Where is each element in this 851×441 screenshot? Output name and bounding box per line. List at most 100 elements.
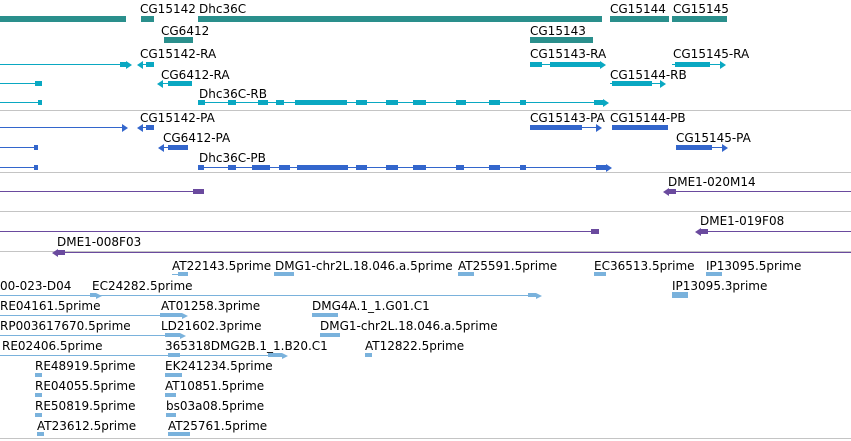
feature-line <box>0 64 126 65</box>
est-label[interactable]: 365318DMG2B.1_1.B20.C1 <box>165 339 328 353</box>
feature-exon <box>168 145 188 150</box>
protein-label[interactable]: CG15144-PB <box>610 111 686 125</box>
est-label[interactable]: IP13095.5prime <box>706 259 802 273</box>
feature-exon <box>228 165 236 170</box>
feature-exon <box>35 393 42 397</box>
est-label[interactable]: IP13095.3prime <box>672 279 768 293</box>
feature-exon <box>668 189 676 194</box>
feature-exon <box>456 165 464 170</box>
strand-arrow <box>720 61 726 69</box>
protein-label[interactable]: Dhc36C-PB <box>199 151 266 165</box>
feature-exon <box>193 189 204 194</box>
gene-label[interactable]: CG15143 <box>530 24 586 38</box>
feature-exon <box>168 81 192 86</box>
feature-exon <box>120 62 126 67</box>
est-label[interactable]: AT25761.5prime <box>168 419 268 433</box>
feature-exon <box>672 16 727 22</box>
transcript-label[interactable]: CG15144-RB <box>610 68 687 82</box>
feature-exon <box>38 100 42 105</box>
strand-arrow <box>536 293 542 299</box>
transcript-label[interactable]: CG15143-RA <box>530 47 607 61</box>
bac-label[interactable]: DME1-019F08 <box>700 214 785 228</box>
feature-exon <box>356 100 367 105</box>
feature-exon <box>676 145 712 150</box>
feature-exon <box>365 353 372 357</box>
feature-exon <box>34 145 38 150</box>
feature-line <box>0 355 282 356</box>
est-label[interactable]: 00-023-D04 <box>0 279 72 293</box>
track-divider <box>0 251 851 252</box>
transcript-label[interactable]: Dhc36C-RB <box>199 87 267 101</box>
est-label[interactable]: EC36513.5prime <box>594 259 695 273</box>
feature-exon <box>274 272 294 276</box>
feature-exon <box>268 353 282 357</box>
feature-exon <box>198 16 602 22</box>
protein-label[interactable]: CG15143-PA <box>530 111 605 125</box>
gene-label[interactable]: CG15145 <box>673 2 729 16</box>
strand-arrow <box>182 313 188 319</box>
est-label[interactable]: EC24282.5prime <box>92 279 193 293</box>
feature-line <box>0 191 204 192</box>
est-label[interactable]: DMG1-chr2L.18.046.a.5prime <box>320 319 498 333</box>
est-label[interactable]: EK241234.5prime <box>165 359 273 373</box>
est-label[interactable]: AT23612.5prime <box>37 419 137 433</box>
gene-label[interactable]: Dhc36C <box>199 2 247 16</box>
strand-arrow <box>282 353 288 359</box>
feature-exon <box>413 165 426 170</box>
feature-exon <box>295 100 347 105</box>
protein-label[interactable]: CG15145-PA <box>676 131 751 145</box>
est-label[interactable]: DMG4A.1_1.G01.C1 <box>312 299 430 313</box>
feature-exon <box>458 272 474 276</box>
feature-line <box>0 167 38 168</box>
est-label[interactable]: AT22143.5prime <box>172 259 272 273</box>
est-label[interactable]: RE04161.5prime <box>0 299 101 313</box>
est-label[interactable]: AT10851.5prime <box>165 379 265 393</box>
feature-exon <box>672 292 688 298</box>
strand-arrow <box>137 61 143 69</box>
feature-exon <box>320 333 340 337</box>
feature-exon <box>168 353 180 357</box>
est-label[interactable]: LD21602.3prime <box>161 319 262 333</box>
feature-exon <box>198 165 204 170</box>
est-label[interactable]: bs03a08.5prime <box>166 399 265 413</box>
protein-label[interactable]: CG6412-PA <box>163 131 231 145</box>
est-label[interactable]: RE50819.5prime <box>35 399 136 413</box>
transcript-label[interactable]: CG6412-RA <box>161 68 230 82</box>
bac-label[interactable]: DME1-020M14 <box>668 175 756 189</box>
strand-arrow <box>606 164 612 172</box>
protein-label[interactable]: CG15142-PA <box>140 111 215 125</box>
est-label[interactable]: AT12822.5prime <box>365 339 465 353</box>
feature-exon <box>610 16 669 22</box>
gene-label[interactable]: CG15142 <box>140 2 196 16</box>
strand-arrow <box>596 124 602 132</box>
transcript-label[interactable]: CG15142-RA <box>140 47 217 61</box>
est-label[interactable]: RP003617670.5prime <box>0 319 131 333</box>
feature-exon <box>165 373 182 377</box>
feature-exon <box>489 100 500 105</box>
feature-exon <box>489 165 500 170</box>
gene-label[interactable]: CG6412 <box>161 24 210 38</box>
feature-exon <box>252 165 270 170</box>
est-label[interactable]: RE04055.5prime <box>35 379 136 393</box>
est-label[interactable]: RE48919.5prime <box>35 359 136 373</box>
feature-line <box>0 147 38 148</box>
est-label[interactable]: AT01258.3prime <box>161 299 261 313</box>
feature-exon <box>34 165 38 170</box>
feature-exon <box>530 37 593 43</box>
feature-exon <box>35 373 42 377</box>
feature-exon <box>591 229 599 234</box>
feature-line <box>57 252 851 253</box>
feature-line <box>0 83 42 84</box>
feature-exon <box>165 333 180 337</box>
feature-exon <box>530 62 542 67</box>
feature-exon <box>258 100 268 105</box>
est-label[interactable]: AT25591.5prime <box>458 259 558 273</box>
est-label[interactable]: DMG1-chr2L.18.046.a.5prime <box>275 259 453 273</box>
bac-label[interactable]: DME1-008F03 <box>57 235 142 249</box>
feature-exon <box>530 125 582 130</box>
feature-exon <box>141 16 154 22</box>
est-label[interactable]: RE02406.5prime <box>2 339 103 353</box>
transcript-label[interactable]: CG15145-RA <box>673 47 750 61</box>
gene-label[interactable]: CG15144 <box>610 2 666 16</box>
